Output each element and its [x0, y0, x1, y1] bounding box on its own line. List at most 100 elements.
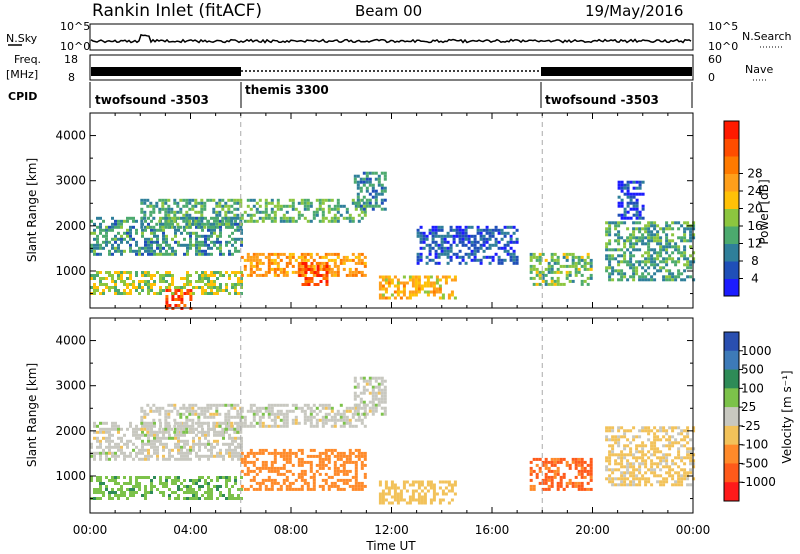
data-cell	[108, 433, 111, 437]
data-cell	[230, 424, 234, 428]
data-cell	[255, 412, 259, 416]
data-cell	[674, 248, 678, 252]
data-cell	[342, 204, 346, 208]
data-cell	[312, 258, 316, 262]
cpid-label: CPID	[8, 90, 37, 103]
data-cell	[437, 246, 441, 250]
data-cell	[173, 430, 177, 434]
data-cell	[203, 204, 207, 208]
data-cell	[264, 213, 268, 217]
data-cell	[318, 466, 322, 470]
data-cell	[368, 204, 372, 208]
data-cell	[99, 427, 102, 431]
data-cell	[273, 415, 277, 419]
data-cell	[390, 281, 394, 285]
data-cell	[417, 287, 421, 291]
data-cell	[617, 230, 621, 234]
data-cell	[153, 274, 156, 277]
data-cell	[396, 293, 400, 297]
data-cell	[620, 180, 624, 184]
data-cell	[108, 240, 111, 244]
data-cell	[306, 219, 310, 223]
data-cell	[380, 406, 384, 410]
data-cell	[249, 219, 253, 223]
data-cell	[586, 282, 590, 286]
data-cell	[252, 469, 256, 473]
data-cell	[135, 274, 138, 277]
data-cell	[279, 412, 283, 416]
data-cell	[450, 278, 454, 282]
data-cell	[213, 228, 216, 232]
data-cell	[186, 451, 189, 455]
data-cell	[216, 442, 219, 446]
data-cell	[550, 267, 554, 271]
data-cell	[345, 421, 349, 425]
data-cell	[605, 459, 609, 463]
data-cell	[363, 451, 367, 455]
data-cell	[252, 463, 256, 467]
data-cell	[683, 468, 687, 472]
data-cell	[207, 280, 210, 283]
data-cell	[650, 248, 654, 252]
data-cell	[324, 481, 328, 485]
data-cell	[580, 279, 584, 283]
data-cell	[234, 436, 237, 440]
data-cell	[431, 258, 435, 262]
data-cell	[99, 277, 102, 280]
data-cell	[267, 267, 271, 271]
data-cell	[228, 445, 231, 449]
data-cell	[102, 292, 105, 295]
data-cell	[653, 441, 657, 445]
data-cell	[285, 204, 289, 208]
data-cell	[608, 278, 612, 282]
data-cell	[279, 484, 283, 488]
data-cell	[174, 298, 178, 301]
data-cell	[174, 234, 177, 238]
data-cell	[188, 216, 192, 220]
data-cell	[374, 376, 378, 380]
data-cell	[318, 204, 322, 208]
data-cell	[342, 454, 346, 458]
data-cell	[683, 254, 687, 258]
data-cell	[182, 213, 186, 217]
data-cell	[153, 283, 156, 286]
data-cell	[213, 280, 216, 283]
data-cell	[233, 427, 237, 431]
y-tick-label: 3000	[55, 379, 86, 393]
data-cell	[200, 409, 204, 413]
data-cell	[129, 277, 132, 280]
data-cell	[339, 415, 343, 419]
data-cell	[541, 276, 545, 280]
data-cell	[383, 397, 387, 401]
data-cell	[446, 261, 450, 265]
data-cell	[102, 228, 105, 232]
data-cell	[632, 269, 636, 273]
data-cell	[440, 246, 444, 250]
data-cell	[303, 469, 307, 473]
data-cell	[464, 231, 468, 235]
data-cell	[626, 263, 630, 267]
data-cell	[255, 466, 259, 470]
data-cell	[330, 451, 334, 455]
data-cell	[368, 382, 372, 386]
data-cell	[580, 487, 584, 491]
data-cell	[408, 290, 412, 294]
data-cell	[312, 454, 316, 458]
data-cell	[635, 468, 639, 472]
data-cell	[345, 207, 349, 211]
data-cell	[626, 477, 630, 481]
data-cell	[201, 433, 204, 437]
data-cell	[291, 472, 295, 476]
data-cell	[608, 248, 612, 252]
data-cell	[218, 222, 222, 226]
data-cell	[288, 252, 292, 256]
data-cell	[455, 228, 459, 232]
data-cell	[111, 280, 114, 283]
data-cell	[152, 210, 156, 214]
power-data	[90, 171, 696, 310]
data-cell	[650, 236, 654, 240]
data-cell	[665, 444, 669, 448]
data-cell	[198, 274, 201, 277]
data-cell	[357, 454, 361, 458]
data-cell	[309, 463, 313, 467]
